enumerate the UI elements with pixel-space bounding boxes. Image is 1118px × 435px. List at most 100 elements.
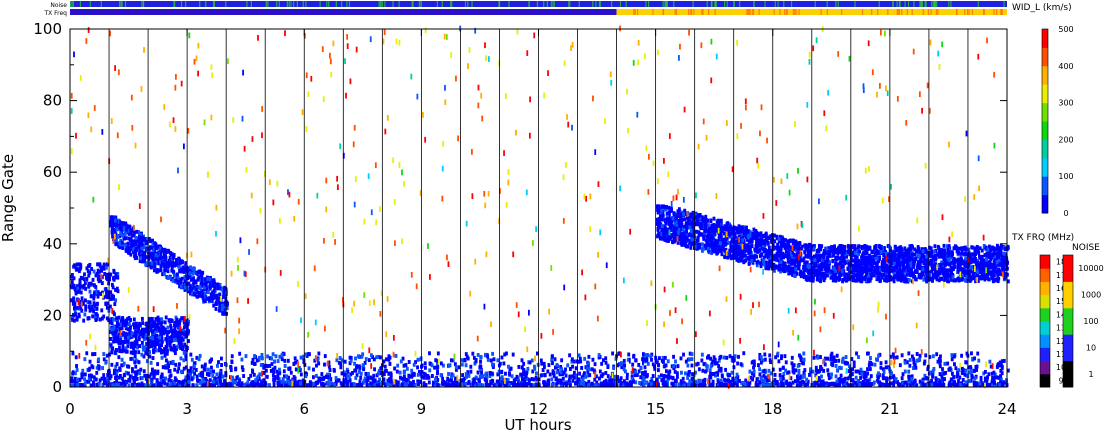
- data-cell: [338, 356, 342, 360]
- data-cell: [540, 361, 544, 366]
- data-cell: [138, 242, 142, 247]
- data-cell: [160, 348, 164, 353]
- data-cell: [194, 367, 198, 372]
- data-cell: [720, 252, 724, 257]
- data-cell: [910, 377, 914, 382]
- data-cell: [109, 290, 113, 295]
- strip-speckle: [633, 9, 635, 15]
- data-cell: [167, 329, 171, 334]
- data-cell: [204, 282, 208, 287]
- data-cell: [323, 362, 326, 367]
- data-cell: [676, 209, 680, 214]
- data-cell: [716, 370, 720, 375]
- data-cell: [649, 381, 653, 386]
- data-cell: [836, 383, 840, 388]
- data-cell: [617, 351, 621, 356]
- data-cell: [741, 380, 745, 385]
- data-cell: [543, 372, 547, 377]
- data-cell: [176, 369, 180, 374]
- data-cell: [188, 288, 192, 292]
- data-cell: [727, 378, 731, 383]
- data-cell: [660, 378, 664, 383]
- data-cell: [337, 360, 341, 365]
- data-cell: [662, 376, 666, 381]
- data-cell: [253, 361, 257, 366]
- data-cell: [674, 383, 678, 387]
- data-cell: [858, 371, 862, 376]
- data-cell: [93, 303, 97, 308]
- data-cell: [600, 383, 604, 388]
- data-cell: [304, 371, 307, 376]
- data-cell: [452, 380, 456, 385]
- data-cell: [387, 357, 391, 362]
- data-cell: [124, 331, 127, 336]
- data-cell: [153, 324, 157, 329]
- data-cell: [514, 383, 518, 387]
- data-cell: [679, 225, 683, 229]
- data-cell: [262, 365, 266, 370]
- data-cell: [595, 380, 599, 385]
- data-cell: [117, 315, 121, 320]
- data-cell: [170, 265, 174, 270]
- data-cell: [78, 266, 82, 271]
- data-cell: [815, 369, 819, 374]
- data-cell: [860, 383, 864, 387]
- data-cell: [296, 380, 300, 385]
- data-cell: [604, 356, 608, 361]
- data-cell: [983, 380, 987, 385]
- data-cell: [713, 361, 717, 366]
- data-cell: [139, 383, 143, 388]
- data-cell: [116, 275, 120, 280]
- data-cell: [805, 377, 809, 382]
- data-cell: [372, 373, 376, 378]
- data-cell: [703, 362, 707, 367]
- data-cell: [137, 326, 141, 331]
- data-cell: [554, 377, 558, 382]
- data-cell: [969, 378, 973, 383]
- data-cell: [70, 379, 74, 384]
- strip-speckle: [934, 1, 936, 7]
- data-cell: [122, 242, 125, 247]
- data-cell: [293, 378, 297, 383]
- data-cell: [801, 258, 804, 263]
- data-cell: [195, 355, 199, 360]
- data-cell: [182, 366, 186, 371]
- data-cell: [97, 279, 101, 284]
- data-cell: [692, 372, 696, 377]
- data-cell: [469, 364, 473, 369]
- data-cell: [301, 378, 305, 383]
- data-cell: [792, 363, 796, 368]
- data-cell: [566, 363, 570, 368]
- data-cell: [184, 353, 188, 358]
- data-cell: [645, 355, 649, 360]
- data-cell: [982, 371, 986, 376]
- data-cell: [296, 382, 300, 387]
- data-cell: [345, 383, 349, 388]
- data-cell: [930, 382, 934, 387]
- data-cell: [110, 350, 114, 355]
- strip-speckle: [398, 1, 400, 7]
- data-cell: [120, 240, 124, 245]
- data-cell: [389, 376, 393, 380]
- data-cell: [174, 330, 178, 335]
- data-cell: [145, 321, 149, 326]
- data-cell: [839, 366, 843, 371]
- strip-speckle: [995, 9, 998, 15]
- data-cell: [98, 263, 102, 268]
- data-cell: [461, 377, 465, 382]
- data-cell: [803, 368, 807, 373]
- data-cell: [152, 253, 156, 258]
- data-cell: [868, 367, 872, 372]
- data-cell: [795, 374, 799, 379]
- data-cell: [643, 365, 647, 370]
- data-cell: [691, 382, 695, 387]
- data-cell: [201, 295, 205, 300]
- data-cell: [709, 364, 713, 369]
- data-cell: [346, 379, 350, 384]
- data-cell: [866, 379, 870, 384]
- data-cell: [360, 354, 364, 359]
- data-cell: [106, 376, 110, 381]
- data-cell: [486, 357, 490, 362]
- data-cell: [622, 358, 626, 363]
